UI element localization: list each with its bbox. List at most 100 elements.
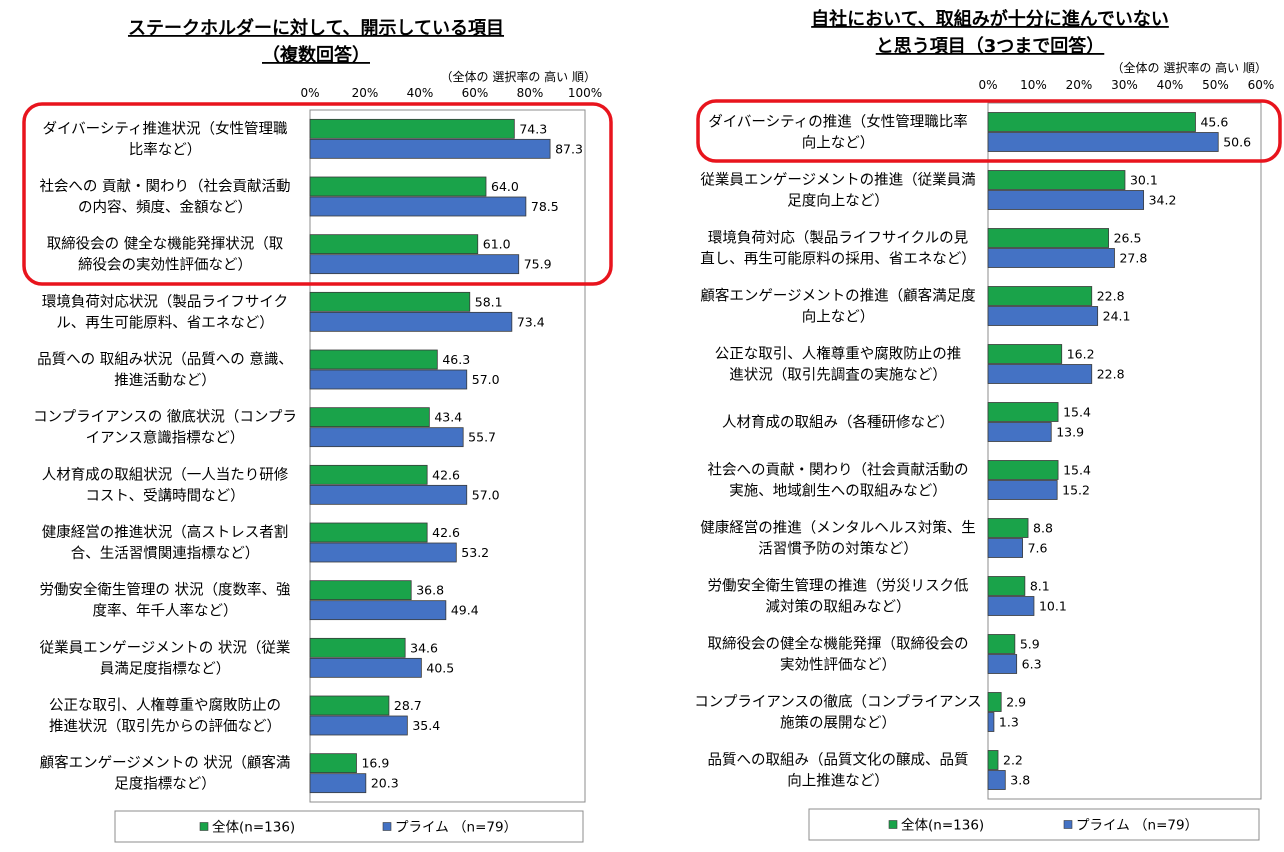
value-label: 5.9 bbox=[1020, 637, 1040, 652]
category-label: 向上など） bbox=[802, 135, 875, 152]
value-label: 53.2 bbox=[461, 545, 489, 560]
chart-title-line: （複数回答） bbox=[262, 44, 370, 66]
category-label: 足度指標など） bbox=[114, 776, 216, 793]
value-label: 1.3 bbox=[999, 715, 1019, 730]
x-tick-label: 40% bbox=[1157, 78, 1184, 92]
legend-label: 全体(n=136) bbox=[212, 819, 295, 836]
value-label: 58.1 bbox=[475, 294, 503, 309]
bar-series1 bbox=[309, 234, 479, 255]
bar-series2 bbox=[987, 364, 1093, 384]
bar-series1 bbox=[309, 349, 438, 370]
value-label: 34.2 bbox=[1149, 193, 1177, 208]
category-label: 推進活動など） bbox=[114, 372, 216, 389]
bar-series2 bbox=[987, 248, 1115, 268]
value-label: 27.8 bbox=[1119, 251, 1147, 266]
value-label: 26.5 bbox=[1114, 231, 1142, 246]
bar-series1 bbox=[987, 518, 1029, 538]
x-tick-label: 20% bbox=[1066, 78, 1093, 92]
category-label: 施策の展開など） bbox=[780, 715, 896, 732]
bar-series1 bbox=[309, 695, 390, 716]
value-label: 55.7 bbox=[468, 430, 496, 445]
category-label: 向上推進など） bbox=[787, 773, 889, 790]
category-label: ダイバーシティ推進状況（女性管理職 bbox=[42, 119, 288, 137]
bar-series2 bbox=[309, 773, 367, 794]
value-label: 74.3 bbox=[519, 121, 547, 136]
value-label: 28.7 bbox=[394, 698, 422, 713]
bar-series2 bbox=[987, 132, 1219, 152]
x-tick-label: 0% bbox=[978, 78, 997, 92]
x-tick-label: 20% bbox=[352, 86, 379, 100]
category-label: 品質への取組み（品質文化の醸成、品質 bbox=[708, 751, 969, 769]
value-label: 45.6 bbox=[1200, 115, 1228, 130]
category-label: 締役会の実効性評価など） bbox=[78, 257, 252, 274]
bar-series2 bbox=[987, 770, 1006, 790]
value-label: 22.8 bbox=[1097, 289, 1125, 304]
x-tick-label: 60% bbox=[1248, 78, 1275, 92]
category-label: 実効性評価など） bbox=[780, 657, 896, 674]
x-tick-label: 60% bbox=[462, 86, 489, 100]
legend-swatch bbox=[1063, 820, 1073, 829]
value-label: 46.3 bbox=[442, 352, 470, 367]
category-label: 従業員エンゲージメントの 状況（従業 bbox=[40, 639, 291, 656]
bar-series2 bbox=[987, 422, 1052, 442]
value-label: 16.9 bbox=[361, 756, 389, 771]
category-label: 社会への貢献・関わり（社会貢献活動の bbox=[708, 462, 969, 479]
category-label: 活習慣予防の対策など） bbox=[758, 540, 918, 558]
category-label: 顧客エンゲージメントの推進（顧客満足度 bbox=[700, 288, 975, 305]
value-label: 22.8 bbox=[1097, 367, 1125, 382]
value-label: 2.2 bbox=[1003, 753, 1023, 768]
value-label: 64.0 bbox=[491, 179, 519, 194]
bar-series1 bbox=[309, 580, 412, 601]
category-label: イアンス意識指標など） bbox=[86, 429, 245, 447]
bar-series1 bbox=[987, 750, 999, 770]
value-label: 15.4 bbox=[1063, 463, 1091, 478]
legend-box bbox=[114, 810, 584, 843]
value-label: 34.6 bbox=[410, 640, 438, 655]
value-label: 61.0 bbox=[483, 237, 511, 252]
bar-series1 bbox=[987, 402, 1059, 422]
bar-series2 bbox=[987, 596, 1035, 616]
category-label: 取締役会の 健全な機能発揮状況（取 bbox=[47, 235, 284, 253]
value-label: 78.5 bbox=[531, 199, 559, 214]
bar-series1 bbox=[987, 344, 1063, 364]
chart-title-line: と思う項目（3つまで回答） bbox=[876, 35, 1105, 57]
bar-series2 bbox=[309, 196, 527, 217]
value-label: 24.1 bbox=[1103, 309, 1131, 324]
bar-series2 bbox=[309, 715, 408, 736]
legend-swatch bbox=[382, 822, 392, 831]
bar-series2 bbox=[987, 190, 1145, 210]
bar-series1 bbox=[987, 112, 1196, 132]
value-label: 8.1 bbox=[1030, 579, 1050, 594]
category-label: ダイバーシティの推進（女性管理職比率 bbox=[708, 113, 968, 131]
category-label: 顧客エンゲージメントの 状況（顧客満 bbox=[40, 755, 291, 772]
value-label: 40.5 bbox=[426, 660, 454, 675]
sort-order-note: （全体の 選択率の 高い 順） bbox=[1112, 60, 1267, 75]
value-label: 42.6 bbox=[432, 525, 460, 540]
category-label: の内容、頻度、金額など） bbox=[78, 199, 252, 216]
x-tick-label: 30% bbox=[1111, 78, 1138, 92]
x-tick-label: 10% bbox=[1020, 78, 1047, 92]
legend-label: 全体(n=136) bbox=[901, 817, 984, 834]
value-label: 2.9 bbox=[1006, 695, 1026, 710]
bar-series2 bbox=[987, 480, 1058, 500]
category-label: ル、再生可能原料、省エネなど） bbox=[56, 314, 274, 331]
bar-series1 bbox=[309, 407, 430, 428]
bar-series2 bbox=[987, 712, 995, 732]
category-label: 健康経営の推進（メンタルヘルス対策、生 bbox=[700, 520, 976, 537]
bar-series2 bbox=[309, 542, 457, 563]
value-label: 49.4 bbox=[451, 603, 479, 618]
value-label: 30.1 bbox=[1130, 173, 1158, 188]
category-label: 人材育成の取組状況（一人当たり研修 bbox=[42, 466, 289, 483]
value-label: 20.3 bbox=[371, 776, 399, 791]
legend-label: プライム （n=79） bbox=[395, 820, 517, 836]
bar-series2 bbox=[987, 538, 1023, 558]
value-label: 3.8 bbox=[1010, 773, 1030, 788]
category-label: 比率など） bbox=[129, 141, 202, 158]
category-label: 労働安全衛生管理の 状況（度数率、強 bbox=[39, 581, 291, 599]
category-label: 環境負荷対応状況（製品ライフサイク bbox=[42, 292, 288, 310]
legend-box bbox=[808, 808, 1260, 841]
x-tick-label: 40% bbox=[407, 86, 434, 100]
bar-series2 bbox=[309, 484, 468, 505]
value-label: 6.3 bbox=[1022, 657, 1042, 672]
